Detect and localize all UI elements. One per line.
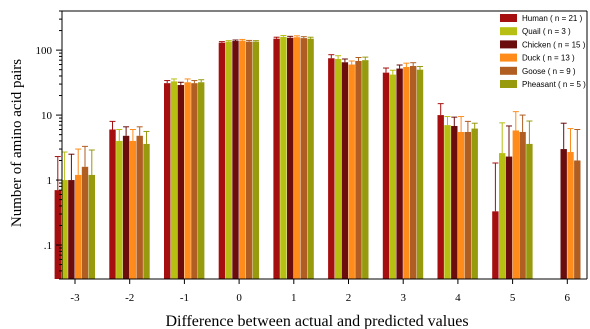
- bar-chicken-5: [505, 156, 513, 279]
- legend: Human ( n = 21 ) Quail ( n = 3 ) Chicken (…: [500, 14, 586, 89]
- x-tick-label: 3: [400, 292, 406, 304]
- bar-human-1: [273, 38, 280, 280]
- bar-quail-0: [225, 41, 232, 280]
- bar-duck-0: [239, 40, 246, 280]
- y-axis-title: Number of amino acid pairs: [9, 59, 25, 227]
- legend-swatch: [500, 80, 517, 88]
- y-tick-label: .1: [44, 240, 52, 252]
- legend-label: Human ( n = 21 ): [522, 14, 583, 23]
- x-axis-title: Difference between actual and predicted …: [165, 313, 468, 329]
- bar-chicken--1: [177, 85, 184, 279]
- bar-chicken-3: [396, 68, 403, 279]
- legend-label: Chicken ( n = 15 ): [522, 40, 586, 49]
- legend-swatch: [500, 66, 517, 75]
- y-tick-label: 1: [47, 175, 53, 187]
- bar-pheasant--3: [88, 174, 95, 279]
- bar-goose-0: [245, 41, 253, 280]
- x-tick-label: 0: [236, 292, 242, 304]
- bar-duck--1: [184, 82, 191, 280]
- plot-area: [54, 34, 581, 280]
- bar-quail--3: [61, 180, 68, 279]
- legend-swatch: [500, 27, 517, 36]
- bar-pheasant-0: [252, 41, 260, 280]
- x-tick-label: 2: [346, 292, 352, 304]
- bar-duck-2: [348, 64, 355, 279]
- bar-duck-3: [403, 66, 410, 280]
- bar-duck--2: [129, 140, 137, 279]
- bar-human-3: [382, 72, 390, 280]
- bar-chicken--2: [122, 135, 130, 279]
- bar-goose--2: [136, 135, 143, 279]
- bar-quail-3: [389, 74, 396, 279]
- bar-goose-4: [464, 131, 472, 279]
- x-tick-label: 1: [291, 292, 297, 304]
- legend-label: Quail ( n = 3 ): [522, 27, 571, 36]
- bar-pheasant-2: [362, 60, 369, 280]
- bar-pheasant-1: [307, 38, 314, 280]
- bar-goose-1: [300, 38, 307, 280]
- bar-goose-6: [574, 160, 581, 279]
- axes: .1 1 10 100 -3 -2 -1 0 1 2 3 4 5 6: [36, 10, 588, 304]
- bar-human--2: [109, 129, 116, 279]
- x-tick-label: -3: [70, 292, 80, 304]
- bar-goose-3: [410, 65, 417, 279]
- bar-quail-5: [499, 153, 506, 279]
- legend-swatch: [500, 53, 517, 62]
- x-tick-label: 4: [455, 292, 461, 304]
- bar-chicken-0: [232, 41, 239, 279]
- bar-pheasant-4: [471, 128, 478, 279]
- bar-pheasant--2: [143, 143, 150, 279]
- bar-human-2: [328, 58, 335, 280]
- bar-duck--3: [75, 174, 82, 279]
- bar-chicken-6: [560, 149, 567, 279]
- bar-quail-1: [280, 36, 287, 279]
- bar-goose--3: [81, 166, 89, 279]
- bar-duck-1: [293, 37, 301, 280]
- bar-goose--1: [191, 83, 198, 279]
- y-tick-label: 100: [36, 45, 53, 57]
- bar-quail-4: [444, 125, 451, 280]
- bar-chicken-1: [287, 37, 294, 279]
- legend-swatch: [500, 40, 517, 49]
- bar-quail-2: [334, 59, 342, 279]
- bar-goose-2: [355, 61, 362, 279]
- bar-chicken--3: [68, 180, 75, 279]
- bar-pheasant--1: [198, 82, 205, 280]
- bar-human--3: [54, 190, 61, 279]
- bar-quail--2: [116, 140, 123, 279]
- bar-quail--1: [170, 81, 178, 280]
- legend-swatch: [500, 14, 517, 22]
- bar-duck-5: [512, 130, 519, 279]
- bar-human-4: [437, 115, 444, 279]
- y-tick-label: 10: [41, 110, 53, 122]
- x-tick-label: 5: [510, 292, 516, 304]
- bar-pheasant-5: [526, 143, 533, 279]
- bar-goose-5: [519, 131, 526, 279]
- bar-chicken-2: [341, 62, 349, 279]
- bar-human-0: [218, 42, 226, 280]
- x-tick-label: -1: [180, 292, 189, 304]
- bar-human-5: [492, 211, 499, 279]
- x-tick-label: -2: [125, 292, 134, 304]
- legend-label: Duck ( n = 13 ): [522, 54, 575, 63]
- bar-duck-4: [457, 131, 465, 279]
- legend-label: Goose ( n = 9 ): [522, 67, 576, 76]
- bar-chicken-4: [451, 125, 458, 279]
- bar-human--1: [164, 83, 171, 279]
- legend-label: Pheasant ( n = 5 ): [522, 80, 586, 89]
- x-tick-label: 6: [565, 292, 571, 304]
- bar-duck-6: [567, 152, 574, 279]
- bar-pheasant-3: [416, 69, 424, 279]
